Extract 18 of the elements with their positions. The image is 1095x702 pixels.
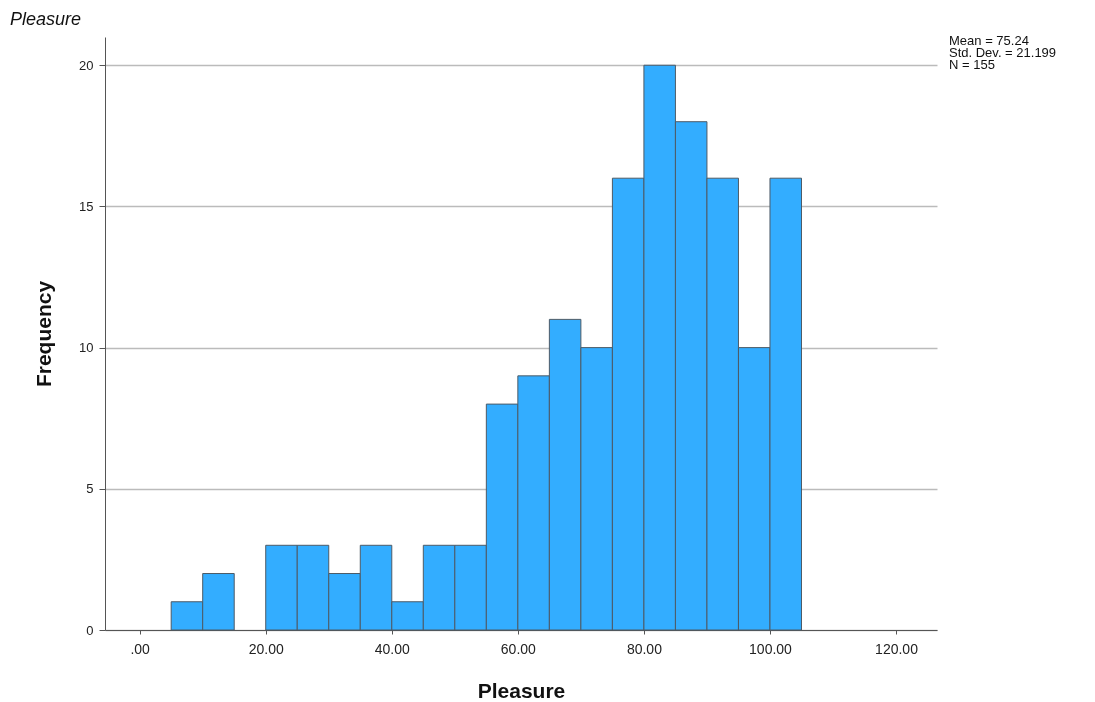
x-tick-label: 100.00 <box>749 640 793 657</box>
y-axis-title: Frequency <box>32 280 56 388</box>
x-tick-label: 80.00 <box>626 640 663 657</box>
x-tick-label: 40.00 <box>374 640 411 657</box>
y-tick-label: 5 <box>86 481 94 497</box>
text: Std. Dev. = 21.199 <box>949 45 1057 60</box>
y-tick-label: 10 <box>79 340 94 356</box>
y-tick-label: 20 <box>79 57 94 73</box>
x-axis-title: Pleasure <box>477 678 566 702</box>
y-tick-label: 0 <box>86 622 94 638</box>
text: N = 155 <box>949 57 995 72</box>
x-tick-label: 60.00 <box>500 640 537 657</box>
y-tick-label: 15 <box>79 198 94 214</box>
x-tick-label: .00 <box>130 640 151 657</box>
text: Mean = 75.24 <box>949 33 1029 48</box>
chart-title: Pleasure <box>10 9 82 29</box>
x-tick-label: 20.00 <box>248 640 284 657</box>
x-tick-label: 120.00 <box>875 640 919 657</box>
